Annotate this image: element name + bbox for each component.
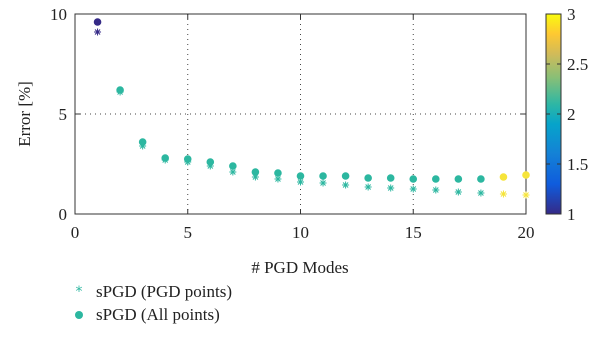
all-points-marker (319, 172, 327, 180)
all-points-marker (161, 154, 169, 162)
all-points-marker (116, 86, 124, 94)
y-axis-title: Error [%] (15, 81, 34, 147)
all-points-marker (274, 169, 282, 177)
all-points-marker (477, 175, 485, 183)
x-tick-label: 5 (184, 223, 193, 242)
y-tick-label: 0 (59, 205, 68, 224)
data-points (93, 18, 530, 199)
x-tick-label: 0 (71, 223, 80, 242)
all-points-marker (454, 175, 463, 183)
x-tick-label: 15 (405, 223, 422, 242)
pgd-points-marker (432, 186, 440, 194)
colorbar-tick-label: 2.5 (567, 55, 588, 74)
legend-item-pgd-points: * sPGD (PGD points) (72, 280, 233, 303)
x-tick-label: 20 (518, 223, 535, 242)
colorbar-tick-label: 1.5 (567, 155, 588, 174)
colorbar-tick-label: 1 (567, 205, 576, 224)
colorbar-ticks: 1 1.5 2 2.5 3 (546, 5, 588, 224)
asterisk-marker-icon: * (75, 283, 83, 300)
pgd-points-marker (94, 28, 102, 36)
pgd-points-marker (342, 181, 350, 189)
pgd-points-marker (387, 184, 395, 192)
all-points-marker (93, 18, 102, 26)
all-points-marker (138, 138, 147, 146)
pgd-points-marker (364, 183, 372, 191)
all-points-marker (432, 175, 440, 183)
all-points-marker (522, 171, 530, 179)
all-points-marker (409, 175, 418, 183)
legend-item-all-points: sPGD (All points) (72, 303, 232, 326)
pgd-points-marker (477, 189, 485, 197)
legend-label: sPGD (PGD points) (96, 281, 233, 301)
pgd-points-marker (409, 185, 417, 193)
colorbar-tick-label: 2 (567, 105, 576, 124)
x-axis-title: # PGD Modes (251, 258, 348, 277)
pgd-points-marker (522, 191, 530, 199)
all-points-marker (386, 174, 395, 182)
pgd-points-marker (319, 179, 327, 187)
grid-lines (75, 14, 526, 214)
all-points-marker (183, 155, 192, 163)
all-points-marker (206, 158, 215, 166)
pgd-points-marker (454, 188, 462, 196)
y-tick-label: 5 (59, 105, 68, 124)
all-points-marker (341, 172, 350, 180)
y-tick-label: 10 (50, 5, 67, 24)
all-points-marker (251, 168, 260, 176)
pgd-points-marker (499, 190, 507, 198)
all-points-marker (229, 162, 237, 170)
legend-label: sPGD (All points) (96, 304, 220, 324)
all-points-marker (499, 173, 508, 181)
legend: * sPGD (PGD points) sPGD (All points) (72, 280, 232, 326)
all-points-marker (364, 174, 372, 182)
dot-marker-icon (72, 308, 86, 322)
x-tick-label: 10 (292, 223, 309, 242)
all-points-marker (296, 172, 305, 180)
colorbar-tick-label: 3 (567, 5, 576, 24)
axis-ticks: 0 5 10 15 20 0 5 10 (50, 5, 535, 242)
